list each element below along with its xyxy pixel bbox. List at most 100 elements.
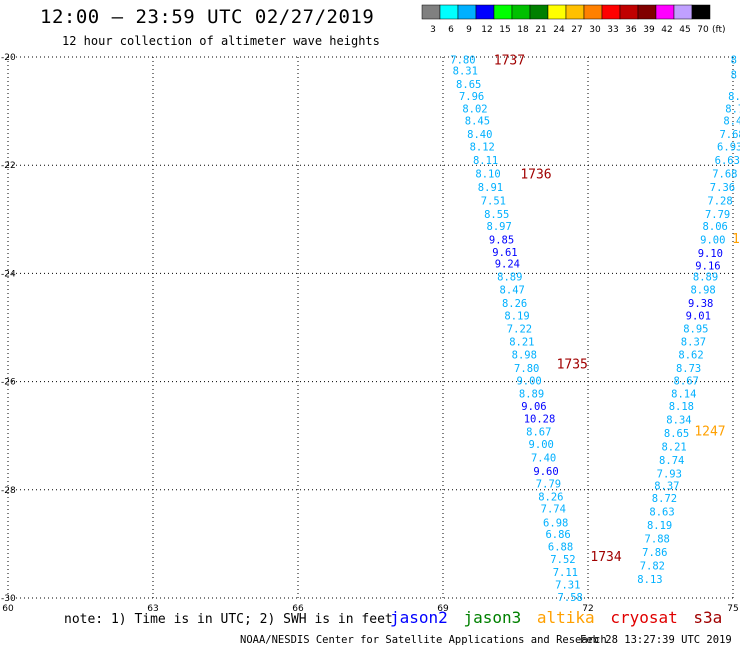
wave-height-value: 7.52 [550,554,575,566]
scale-tick-label: 12 [481,25,492,35]
wave-height-value: 7.86 [642,547,667,559]
y-tick-label: -22 [1,161,16,171]
wave-height-value: 8.26 [538,491,563,503]
mission-legend: jason2 jason3 altika cryosat s3a [390,608,728,627]
wave-height-value: 9.60 [533,466,558,478]
wave-height-value: 8.19 [647,520,672,532]
mission-jason2: jason2 [390,608,448,627]
wave-height-value: 6.93 [717,141,740,153]
wave-height-value: 8. [728,91,740,103]
wave-height-value: 8.65 [664,428,689,440]
scale-tick-label: 30 [589,25,601,35]
wave-height-value: 8.4 [723,115,740,127]
credit-line: NOAA/NESDIS Center for Satellite Applica… [240,634,607,646]
wave-height-value: 8.98 [690,285,715,297]
wave-height-value: 9.10 [698,248,723,260]
mission-jason3: jason3 [463,608,522,627]
wave-height-value: 7.82 [640,561,665,573]
wave-height-value: 7.88 [645,533,670,545]
footnote: note: 1) Time is in UTC; 2) SWH is in fe… [64,612,393,627]
wave-height-value: 9.16 [695,260,720,272]
scale-tick-label: 15 [499,25,510,35]
y-tick-label: -28 [1,486,16,496]
wave-height-value: 9.61 [492,247,517,259]
wave-height-value: 8.91 [478,182,503,194]
color-scale: 3 6 9 12 15 18 21 24 27 30 33 36 39 42 45 70 (ft) [421,4,726,35]
wave-height-value: 8.55 [484,209,509,221]
wave-height-value: 8.06 [703,221,728,233]
wave-height-value: 6.86 [545,529,570,541]
pass-time-label: 1 [732,232,740,247]
wave-height-value: 7.11 [553,567,578,579]
x-tick-label: 72 [582,604,593,612]
wave-height-value: 8.63 [649,506,674,518]
scale-tick-label: 24 [553,25,565,35]
wave-height-value: 8.21 [661,442,686,454]
wave-height-value: 8.73 [676,363,701,375]
wave-height-value: 8.45 [465,115,490,127]
wave-height-value: 8.89 [497,272,522,284]
y-tick-label: -26 [1,378,16,388]
x-tick-label: 66 [292,604,304,612]
wave-height-value: 8.67 [526,426,551,438]
wave-height-value: 8.40 [467,129,492,141]
scale-swatch [691,4,711,20]
wave-height-value: 7.80 [514,363,539,375]
mission-cryosat: cryosat [610,608,678,627]
wave-height-value: 7.68 [712,168,737,180]
wave-height-value: 7.80 [450,55,475,67]
wave-height-value: 8.19 [504,311,529,323]
wave-height-value: 7.28 [707,195,732,207]
wave-height-value: 8.37 [681,337,706,349]
wave-height-value: 8.26 [502,298,527,310]
wave-height-value: 8.10 [475,168,500,180]
wave-height-value: 6.98 [543,517,568,529]
wave-height-value: 7.51 [481,195,506,207]
scale-tick-label: 42 [661,25,672,35]
wave-height-value: 8.62 [678,350,703,362]
wave-height-value: 8.31 [453,66,478,78]
timestamp: Feb 28 13:27:39 UTC 2019 [580,634,732,646]
pass-time-label: 1247 [694,424,725,439]
wave-height-value: 9.24 [495,259,520,271]
pass-time-label: 1737 [494,54,525,69]
scale-tick-label: 18 [517,25,529,35]
scale-unit: (ft) [712,25,726,35]
mission-altika: altika [536,608,595,627]
wave-height-value: 7.22 [507,324,532,336]
wave-height-value: 7.31 [555,579,580,591]
wave-height-value: 7.36 [710,182,735,194]
wave-height-value: 8.02 [462,103,487,115]
wave-height-value: 7.58 [558,592,583,604]
y-tick-label: -20 [1,53,16,63]
page-title: 12:00 — 23:59 UTC 02/27/2019 [40,6,375,28]
wave-height-value: 7.74 [541,504,566,516]
wave-height-value: 9.38 [688,298,713,310]
x-tick-label: 63 [147,604,158,612]
scale-tick-label: 45 [679,25,690,35]
pass-time-label: 1736 [520,167,551,182]
y-tick-label: -30 [1,594,16,604]
wave-height-value: 8.67 [674,376,699,388]
wave-height-value: 8.65 [456,79,481,91]
wave-height-value: 8.74 [659,455,684,467]
wave-height-value: 9.01 [686,311,711,323]
wave-height-value: 8.89 [693,272,718,284]
y-tick-label: -24 [1,269,16,279]
wave-height-value: 8.89 [519,389,544,401]
scale-tick-label: 21 [535,25,546,35]
wave-height-value: 8.13 [637,574,662,586]
x-tick-label: 75 [727,604,738,612]
wave-height-value: 8.34 [666,414,691,426]
wave-height-value: 9.00 [516,376,541,388]
scale-tick-label: 39 [643,25,655,35]
wave-height-value: 7.96 [459,91,484,103]
wave-height-value: 6.88 [548,542,573,554]
scale-tick-label: 3 [430,25,436,35]
page-subtitle: 12 hour collection of altimeter wave hei… [62,34,380,48]
wave-height-value: 7.68 [719,129,740,141]
scale-tick-label: 36 [625,25,637,35]
scale-tick-label: 9 [466,25,472,35]
wave-height-value: 9.06 [521,401,546,413]
wave-height-value: 8.12 [470,141,495,153]
